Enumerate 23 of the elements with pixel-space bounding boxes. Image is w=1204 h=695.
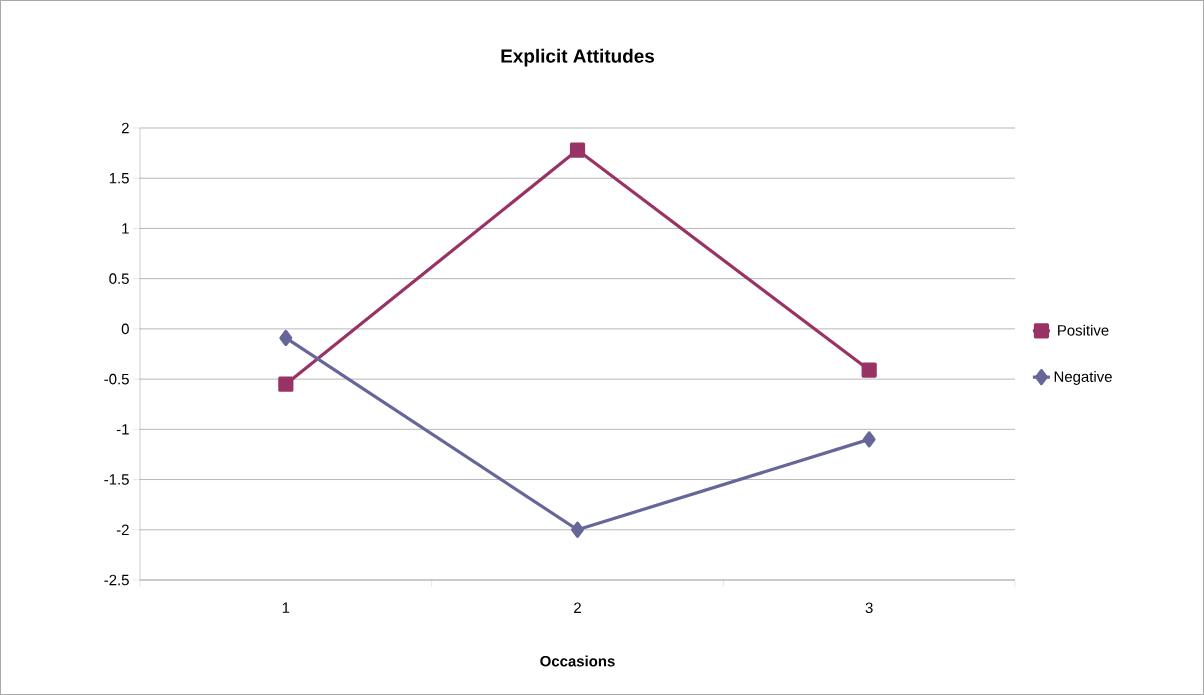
y-tick-label: -1 [116,424,129,435]
legend-label: Positive [1058,324,1109,336]
point [279,329,293,347]
x-tick-label: 3 [865,602,873,614]
chart-title: Explicit Attitudes [501,48,655,67]
y-tick-label: 0.5 [109,273,129,284]
y-tick-label: 1.5 [109,173,129,184]
y-tick-label: 1 [122,223,129,234]
legend-label: Negative [1054,370,1112,385]
x-tick-label: 1 [282,602,290,613]
y-tick-label: -2 [116,524,129,535]
y-tick-label: -1.5 [104,474,129,485]
y-tick-label: -0.5 [104,373,129,385]
y-tick-label: -2.5 [104,574,129,586]
x-tick-label: 2 [574,602,581,613]
point [861,362,877,378]
point [569,142,586,158]
y-tick-label: 2 [121,122,129,134]
point [862,431,876,448]
point [278,376,294,392]
point [571,521,584,538]
y-tick-label: 0 [121,323,129,335]
x-axis-title: Occasions [540,655,615,667]
